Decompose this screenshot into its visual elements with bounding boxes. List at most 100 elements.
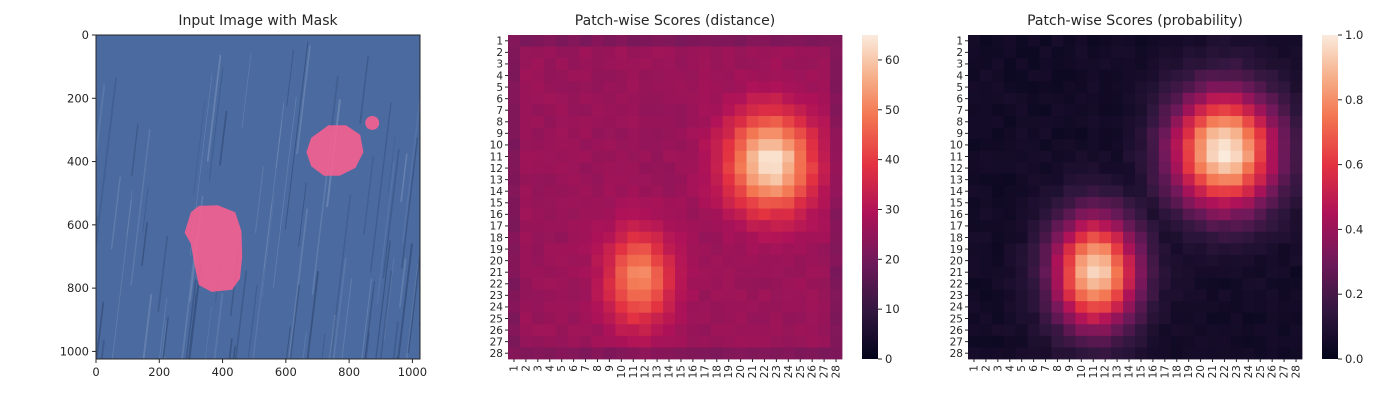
heatmap-cell <box>1206 173 1219 186</box>
heatmap-cell <box>531 127 545 140</box>
colorbar-tick-label: 60 <box>885 53 900 67</box>
heatmap-cell <box>1278 81 1291 94</box>
heatmap-cell <box>770 127 783 140</box>
heatmap-cell <box>1158 35 1172 47</box>
heatmap-cell <box>722 69 736 82</box>
heatmap-cell <box>818 35 831 47</box>
heatmap-cell <box>991 301 1005 314</box>
heatmap-cell <box>770 243 783 256</box>
heatmap-cell <box>1158 301 1172 314</box>
heatmap-cell <box>1158 324 1172 337</box>
heatmap-cell <box>1158 266 1172 279</box>
heatmap-cell <box>1146 335 1160 348</box>
heatmap-cell <box>663 35 676 47</box>
fabric-streak <box>288 208 309 359</box>
heatmap-cell <box>675 243 688 256</box>
heatmap-cell <box>1111 197 1124 209</box>
heatmap-cell <box>1254 208 1267 221</box>
heatmap-cell <box>1182 278 1196 290</box>
heatmap-cell <box>710 312 724 325</box>
fabric-streak <box>208 67 224 181</box>
heatmap-cell <box>663 347 676 360</box>
heatmap-cell <box>1087 231 1100 244</box>
heatmap-cell <box>1075 197 1088 209</box>
fabric-streak <box>286 49 294 106</box>
heatmap-cell <box>770 104 783 117</box>
heatmap-cell <box>991 150 1005 163</box>
heatmap-cell <box>1099 35 1112 47</box>
heatmap-cell <box>710 185 724 198</box>
heatmap-cell <box>746 35 759 47</box>
heatmap-cell <box>1015 69 1029 82</box>
heatmap-cell <box>758 58 771 71</box>
heatmap-cell <box>579 46 592 59</box>
heatmap-cell <box>1051 92 1064 105</box>
heatmap-cell <box>651 197 664 209</box>
heatmap-cell <box>651 46 664 59</box>
heatmap-cell <box>639 35 652 47</box>
colorbar-tick-label: 0.0 <box>1345 352 1363 366</box>
heatmap-cell <box>615 220 628 233</box>
heatmap-cell <box>782 69 795 82</box>
y-tick-label: 6 <box>956 93 963 105</box>
heatmap-cell <box>1135 162 1148 175</box>
heatmap-cell <box>818 220 831 233</box>
heatmap-cell <box>1230 69 1243 82</box>
heatmap-cell <box>1075 46 1088 59</box>
heatmap-cell <box>1099 150 1112 163</box>
heatmap-cell <box>1099 46 1112 59</box>
heatmap-cell <box>579 243 592 256</box>
heatmap-cell <box>663 127 676 140</box>
heatmap-cell <box>686 58 700 71</box>
heatmap-cell <box>1087 208 1100 221</box>
heatmap-cell <box>1003 266 1017 279</box>
heatmap-cell <box>1123 301 1136 314</box>
heatmap-cell <box>710 139 724 152</box>
heatmap-cell <box>579 197 592 209</box>
heatmap-cell <box>1206 127 1219 140</box>
heatmap-cell <box>1063 254 1076 267</box>
heatmap-cell <box>979 243 993 256</box>
colorbar-tick-label: 40 <box>885 153 900 167</box>
heatmap-cell <box>1242 324 1255 337</box>
heatmap-cell <box>698 324 712 337</box>
heatmap-cell <box>543 35 557 47</box>
heatmap-cell <box>519 289 533 302</box>
heatmap-cell <box>794 162 807 175</box>
heatmap-cell <box>1242 301 1255 314</box>
y-tick-label: 16 <box>950 209 964 221</box>
x-tick-label: 5 <box>556 365 568 372</box>
heatmap-cell <box>591 347 604 360</box>
heatmap-cell <box>734 347 747 360</box>
heatmap-cell <box>579 231 592 244</box>
heatmap-cell <box>770 278 783 290</box>
heatmap-cell <box>567 278 580 290</box>
heatmap-cell <box>663 173 676 186</box>
heatmap-cell <box>1015 301 1029 314</box>
heatmap-cell <box>1051 347 1064 360</box>
fabric-streak <box>388 134 396 194</box>
heatmap-cell <box>722 301 736 314</box>
heatmap-cell <box>991 220 1005 233</box>
colorbar-gradient <box>862 35 878 359</box>
heatmap-cell <box>734 139 747 152</box>
heatmap-cell <box>746 46 759 59</box>
heatmap-cell <box>1266 127 1279 140</box>
heatmap-cell <box>1027 197 1040 209</box>
heatmap-cell <box>979 127 993 140</box>
heatmap-cell <box>1099 104 1112 117</box>
heatmap-cell <box>639 231 652 244</box>
heatmap-cell <box>1182 208 1196 221</box>
heatmap-cell <box>1003 220 1017 233</box>
heatmap-cell <box>1099 278 1112 290</box>
heatmap-cell <box>1015 347 1029 360</box>
x-tick-label: 9 <box>604 365 616 372</box>
heatmap-cell <box>519 92 533 105</box>
heatmap-cell <box>818 104 831 117</box>
heatmap-cell <box>1135 104 1148 117</box>
heatmap-cell <box>603 35 616 47</box>
heatmap-cell <box>651 35 664 47</box>
heatmap-cell <box>675 150 688 163</box>
x-tick-label: 25 <box>1255 365 1267 378</box>
